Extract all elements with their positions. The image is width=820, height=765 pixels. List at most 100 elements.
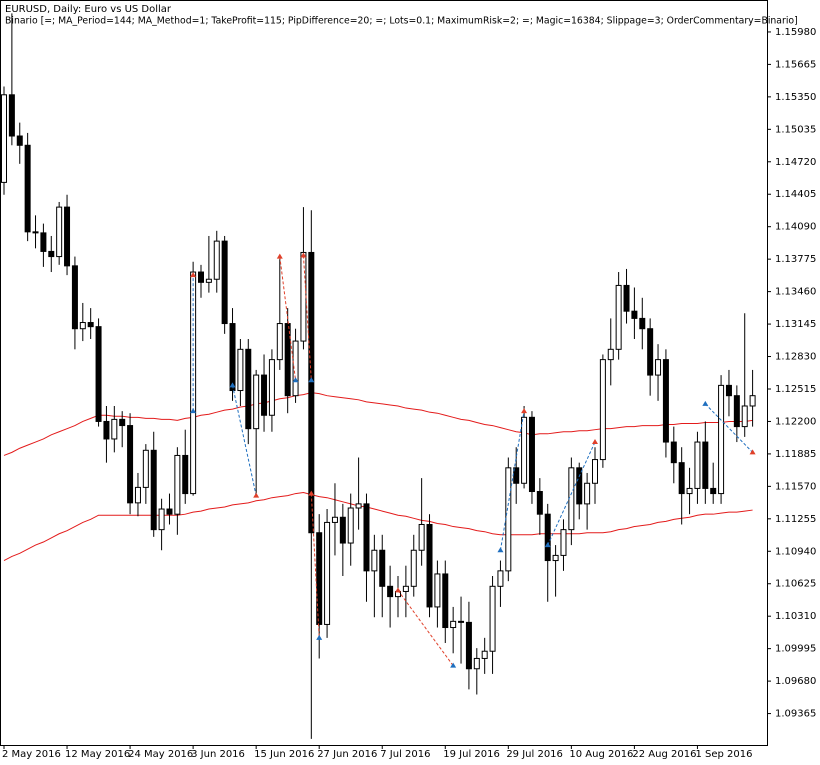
plot-frame (0, 0, 768, 746)
y-tick-label: 1.15980 (775, 27, 816, 38)
candle-body (237, 348, 244, 392)
ma-line (3, 392, 753, 456)
candle-body (300, 251, 307, 342)
candle-body (599, 359, 606, 461)
y-tick-label: 1.11885 (775, 449, 816, 460)
candle-body (127, 425, 134, 504)
y-tick-label: 1.11255 (775, 514, 816, 525)
candle-body (371, 549, 378, 572)
chart-subtitle: Binario [=; MA_Period=144; MA_Method=1; … (5, 16, 798, 27)
candle-body (473, 657, 480, 670)
x-tick-label: 7 Jul 2016 (380, 749, 430, 760)
candle-body (103, 420, 110, 440)
candle-body (142, 449, 149, 488)
candle-body (450, 620, 457, 629)
candle-body (536, 491, 543, 515)
candle-body (513, 467, 520, 484)
candle-body (725, 384, 732, 397)
candle-body (268, 359, 275, 416)
y-tick-label: 1.14090 (775, 222, 816, 233)
trade-open-arrow (190, 408, 197, 414)
candle-body (190, 271, 197, 495)
trade-line (279, 256, 297, 381)
candle-body (158, 508, 165, 531)
candle-body (182, 454, 189, 495)
y-tick-label: 1.13775 (775, 254, 816, 265)
candle-body (213, 240, 220, 280)
candle-body (48, 250, 55, 258)
candle-body (56, 206, 63, 258)
trade-line (499, 411, 525, 551)
y-tick-label: 1.14720 (775, 157, 816, 168)
candle-body (623, 284, 630, 312)
chart-title: EURUSD, Daily: Euro vs US Dollar (5, 4, 172, 15)
candle-body (316, 532, 323, 625)
candle-body (741, 405, 748, 428)
candle-body (568, 467, 575, 531)
candle-body (261, 374, 268, 416)
y-tick-label: 1.10625 (775, 579, 816, 590)
x-tick-label: 22 Aug 2016 (632, 749, 696, 760)
candle-body (79, 322, 86, 330)
candle-body (221, 240, 228, 325)
trade-open-arrow (308, 490, 315, 496)
candle-body (347, 507, 354, 544)
candle-body (639, 317, 646, 330)
candle-body (592, 459, 598, 484)
candle-body (410, 549, 417, 587)
ma-line (3, 492, 753, 561)
y-tick-label: 1.13460 (775, 287, 816, 298)
candle-body (481, 650, 488, 659)
x-tick-label: 29 Jul 2016 (506, 749, 563, 760)
trade-close-arrow (316, 634, 323, 640)
candle-body (576, 467, 583, 505)
candle-body (134, 486, 141, 504)
candle-body (702, 441, 709, 489)
candle-body (174, 454, 181, 515)
candle-body (40, 232, 47, 252)
y-tick-label: 1.10940 (775, 546, 816, 557)
candle-body (655, 359, 662, 376)
candle-body (686, 487, 693, 495)
candle-body (32, 231, 39, 234)
candle-body (64, 206, 71, 267)
candle-body (631, 310, 638, 319)
candle-body (324, 521, 331, 625)
trade-open-arrow (497, 547, 504, 553)
trade-close-arrow (450, 662, 457, 668)
candle-body (402, 585, 409, 592)
candle-body (8, 94, 15, 137)
x-tick-label: 10 Aug 2016 (569, 749, 633, 760)
candle-body (733, 395, 740, 428)
candle-body (418, 523, 425, 551)
y-tick-label: 1.11570 (775, 481, 816, 492)
candle-body (647, 328, 654, 376)
candle-body (339, 516, 346, 544)
y-tick-label: 1.15350 (775, 92, 816, 103)
trade-open-arrow (395, 587, 401, 593)
candle-body (560, 529, 567, 556)
candle-body (434, 573, 441, 608)
candle-body (355, 503, 362, 509)
trade-close-arrow (749, 449, 756, 455)
y-tick-label: 1.09995 (775, 644, 816, 655)
x-tick-label: 24 May 2016 (128, 749, 193, 760)
candle-body (615, 284, 622, 350)
candle-body (229, 323, 236, 392)
candle-body (379, 549, 386, 587)
candle-body (87, 322, 94, 328)
candle-body (387, 585, 394, 598)
candle-body (276, 323, 283, 361)
candle-body (205, 278, 212, 283)
candle-body (166, 508, 173, 515)
y-tick-label: 1.09365 (775, 709, 816, 720)
trade-close-arrow (521, 408, 528, 414)
x-tick-label: 1 Sep 2016 (695, 749, 752, 760)
trade-open-arrow (229, 382, 236, 388)
candle-body (442, 573, 449, 629)
candle-body (284, 323, 291, 397)
candle-body (426, 523, 433, 608)
trade-line (302, 255, 312, 381)
candle-body (497, 570, 504, 587)
